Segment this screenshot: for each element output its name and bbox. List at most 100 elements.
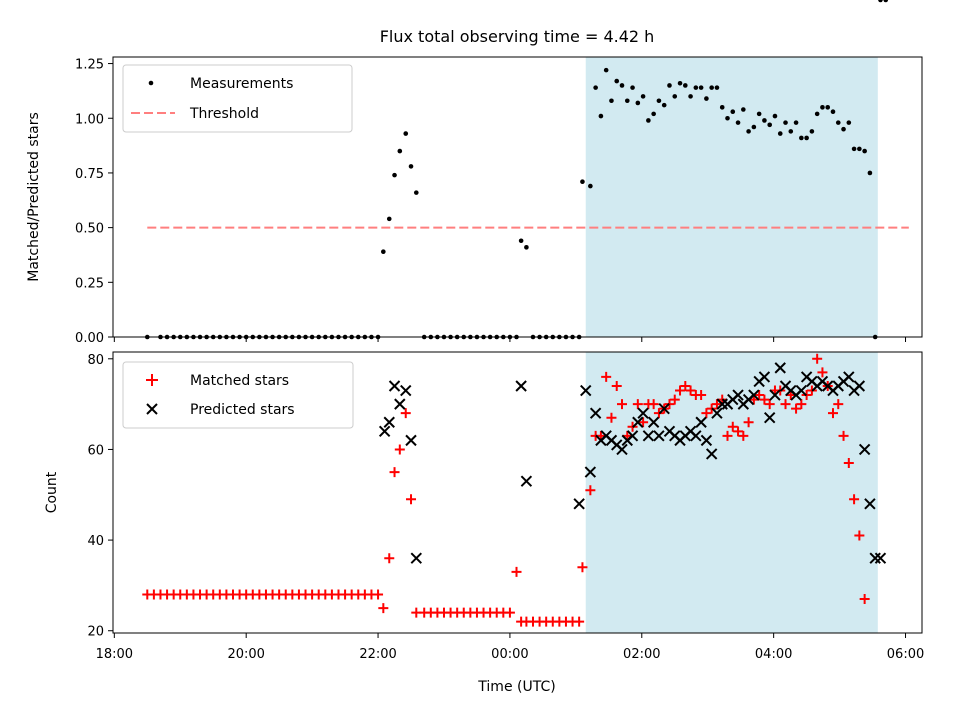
matched-star-point — [378, 603, 389, 614]
matched-star-point — [854, 530, 865, 541]
matched-star-point — [638, 417, 649, 428]
matched-star-point — [406, 494, 417, 505]
measurement-point — [762, 118, 767, 123]
measurement-point — [392, 172, 397, 178]
matched-star-point — [675, 385, 686, 396]
matched-star-point — [680, 380, 691, 391]
matched-star-point — [632, 399, 643, 410]
predicted-star-point — [874, 552, 887, 564]
top-shaded-region — [585, 57, 878, 337]
measurement-point — [518, 238, 524, 244]
predicted-star-point — [732, 389, 744, 401]
measurement-point — [635, 100, 641, 106]
x-axis-label: Time (UTC) — [477, 679, 555, 695]
matched-star-point — [373, 589, 384, 600]
matched-star-point — [780, 399, 791, 410]
measurement-point — [788, 129, 794, 134]
matched-star-point — [701, 408, 712, 419]
legend-predicted-label: Predicted stars — [190, 402, 295, 418]
predicted-star-point — [584, 466, 597, 478]
predicted-star-point — [711, 407, 723, 419]
measurement-point — [756, 111, 762, 117]
predicted-star-point — [758, 371, 771, 383]
measurement-points — [144, 0, 889, 340]
measurement-point — [783, 120, 788, 125]
bottom-x-tick-label: 06:00 — [887, 647, 924, 662]
legend-measurements-label: Measurements — [190, 76, 293, 92]
bottom-x-axis: 18:00 20:00 22:00 00:00 02:00 04:00 06:00 — [96, 633, 924, 662]
predicted-star-point — [695, 416, 707, 428]
measurement-point — [682, 83, 688, 88]
predicted-star-point — [642, 430, 655, 442]
measurement-point — [772, 113, 778, 119]
bottom-legend: Matched stars Predicted stars — [122, 361, 354, 429]
top-legend: Measurements Threshold — [122, 64, 353, 133]
top-panel: 0.00 0.25 0.50 0.75 1.00 1.25 Matched/Predict… — [26, 0, 923, 346]
predicted-star-point — [378, 425, 391, 438]
measurement-point — [677, 80, 683, 86]
measurement-point — [841, 126, 846, 132]
matched-star-point — [859, 594, 870, 605]
matched-star-point — [817, 367, 828, 378]
matched-star-point — [796, 399, 807, 410]
predicted-star-point — [410, 552, 423, 564]
predicted-star-point — [589, 407, 602, 419]
measurement-point — [704, 96, 709, 101]
top-y-tick-label: 0.75 — [75, 167, 104, 182]
measurement-point — [857, 146, 862, 152]
measurement-point — [381, 249, 386, 254]
measurement-point — [624, 98, 630, 104]
top-x-ticks — [113, 337, 907, 342]
measurement-point — [693, 85, 699, 90]
legend-matched-label: Matched stars — [190, 373, 289, 389]
bottom-x-tick-label: 02:00 — [623, 647, 660, 662]
measurement-point — [730, 109, 736, 114]
matched-star-point — [812, 353, 823, 364]
top-y-axis-label: Matched/Predicted stars — [26, 112, 42, 282]
predicted-star-point — [658, 402, 670, 415]
measurement-point — [751, 124, 757, 130]
measurement-point — [656, 98, 662, 104]
measurement-point — [603, 67, 609, 73]
measurement-point — [825, 105, 831, 110]
measurement-point — [741, 107, 746, 112]
measurement-point — [867, 170, 873, 176]
matched-star-point — [511, 566, 522, 577]
top-y-tick-label: 0.25 — [75, 276, 104, 291]
predicted-star-point — [626, 430, 639, 442]
predicted-star-point — [700, 434, 713, 447]
predicted-star-point — [748, 389, 760, 401]
measurement-point — [698, 85, 704, 90]
measurement-point — [588, 183, 593, 189]
measurement-point — [714, 85, 720, 90]
bottom-plot-frame — [112, 351, 923, 634]
measurement-point — [719, 105, 725, 110]
top-y-tick-label: 1.25 — [75, 58, 104, 73]
measurement-point — [820, 105, 825, 110]
measurement-point — [614, 78, 620, 84]
measurement-point — [725, 115, 730, 121]
top-y-axis: 0.00 0.25 0.50 0.75 1.00 1.25 — [75, 58, 113, 346]
matched-star-point — [685, 385, 696, 396]
matched-star-point — [727, 421, 738, 432]
matched-star-point — [764, 399, 775, 410]
matched-star-point — [574, 616, 585, 627]
matched-star-point — [601, 371, 612, 382]
measurement-point — [609, 98, 614, 104]
matched-star-point — [394, 444, 405, 455]
predicted-star-point — [843, 371, 855, 383]
matched-star-point — [577, 562, 588, 573]
matched-star-point — [611, 380, 622, 391]
measurement-point — [630, 85, 635, 90]
matched-star-point — [838, 430, 849, 441]
predicted-star-point — [394, 398, 406, 410]
predicted-star-point — [763, 412, 776, 424]
matched-star-point — [733, 426, 744, 437]
measurement-point — [746, 129, 751, 134]
bottom-panel: 20 40 60 80 18:00 20:00 22:00 00:00 02:00 04:00 0… — [44, 352, 924, 695]
matched-star-point — [849, 494, 860, 505]
measurement-point — [793, 120, 799, 125]
predicted-star-point — [632, 416, 644, 428]
bottom-x-tick-label: 20:00 — [227, 647, 264, 662]
